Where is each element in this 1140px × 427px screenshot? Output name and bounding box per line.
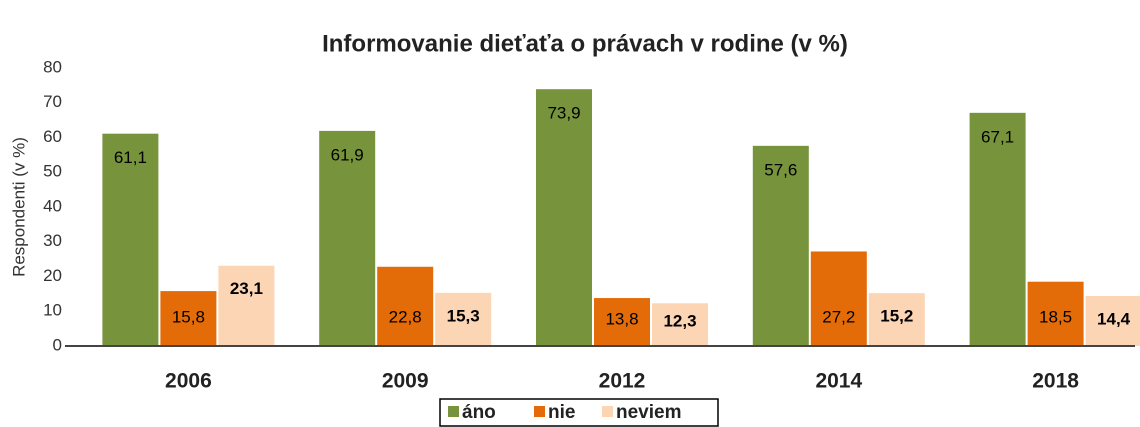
data-label: 67,1: [981, 127, 1014, 146]
y-tick-label: 80: [43, 57, 62, 76]
bar: [435, 292, 492, 346]
bar: [969, 112, 1026, 346]
y-tick-label: 0: [53, 335, 62, 354]
data-label: 57,6: [764, 160, 797, 179]
x-tick-label: 2006: [165, 370, 212, 393]
data-label: 73,9: [547, 104, 580, 123]
bar: [102, 133, 159, 346]
y-tick-label: 20: [43, 266, 62, 285]
bar: [536, 89, 592, 346]
y-tick-label: 30: [43, 231, 62, 250]
x-tick-label: 2009: [382, 370, 429, 393]
bar: [1085, 295, 1140, 346]
y-tick-label: 70: [43, 92, 62, 111]
data-label: 15,3: [447, 306, 480, 325]
bar: [160, 291, 217, 346]
data-label: 61,9: [331, 145, 364, 164]
data-label: 23,1: [230, 279, 263, 298]
legend-box: [439, 398, 719, 427]
data-label: 14,4: [1097, 309, 1131, 328]
x-tick-label: 2012: [599, 370, 646, 393]
legend-swatch: [448, 406, 459, 417]
bar: [218, 265, 275, 346]
legend-label: nie: [548, 402, 575, 423]
data-label: 61,1: [114, 148, 147, 167]
legend-label: neviem: [616, 402, 681, 423]
y-tick-label: 10: [43, 301, 62, 320]
data-label: 12,3: [663, 311, 696, 330]
y-tick-label: 40: [43, 196, 62, 215]
y-tick-label: 60: [43, 127, 62, 146]
bar: [594, 298, 650, 346]
legend-swatch: [602, 406, 613, 417]
chart-title: Informovanie dieťaťa o právach v rodine …: [322, 30, 848, 57]
data-label: 13,8: [605, 310, 638, 329]
x-tick-label: 2014: [815, 370, 862, 393]
data-label: 15,8: [172, 307, 205, 326]
data-label: 18,5: [1039, 307, 1072, 326]
y-axis-title: Respondenti (v %): [9, 137, 28, 277]
legend-label: áno: [462, 402, 496, 423]
bar: [810, 251, 867, 346]
bar: [377, 266, 434, 346]
bar: [319, 130, 376, 346]
bar: [868, 293, 925, 346]
bar: [652, 303, 708, 346]
data-label: 22,8: [389, 307, 422, 326]
data-label: 15,2: [880, 307, 913, 326]
x-tick-label: 2018: [1032, 370, 1079, 393]
legend-swatch: [534, 406, 545, 417]
bar: [1027, 281, 1084, 346]
bar: [752, 145, 809, 346]
data-label: 27,2: [822, 307, 855, 326]
y-tick-label: 50: [43, 162, 62, 181]
